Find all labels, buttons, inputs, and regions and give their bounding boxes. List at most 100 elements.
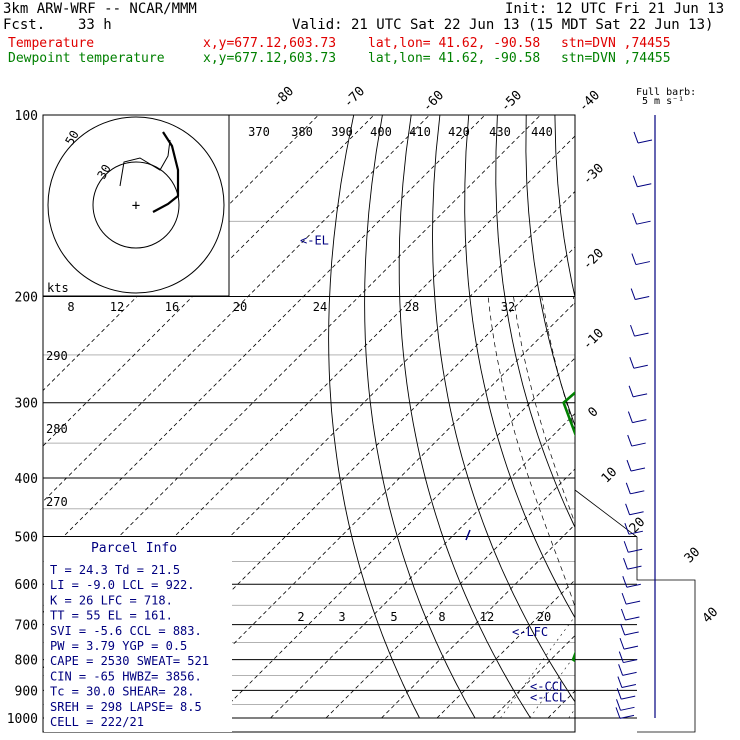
isotherm-label: -80 <box>270 84 297 111</box>
hodograph-speed-tick: 32 <box>501 300 515 314</box>
hodograph-speed-label: kts <box>47 281 69 295</box>
parcel-row: T = 24.3 Td = 21.5 <box>50 563 180 577</box>
hodograph-ring-label: 30 <box>94 162 113 182</box>
pressure-label-1000: 1000 <box>7 712 38 727</box>
wind-barb-flag <box>633 131 639 144</box>
hodograph-trace-light <box>119 139 171 187</box>
wind-barb-flag <box>625 503 631 515</box>
wind-barb <box>635 296 650 301</box>
dry-adiabat <box>641 115 740 718</box>
temperature-latlon: lat,lon= 41.62, -90.58 <box>368 36 541 51</box>
hodograph-ring-1 <box>47 116 225 294</box>
isotherm-label: 40 <box>700 605 722 627</box>
hodograph-trace <box>152 131 180 213</box>
parcel-marker: <-EL <box>300 234 329 248</box>
dry-adiabat <box>727 115 740 718</box>
wind-barb-flag <box>625 482 631 494</box>
wind-barb <box>635 261 651 266</box>
parcel-panel-bg <box>44 537 232 732</box>
wind-barb <box>623 659 638 664</box>
wind-barb-flag <box>628 385 634 397</box>
isotherm-line <box>159 301 575 719</box>
isotherm-label: 10 <box>599 465 621 487</box>
wind-barb-flag <box>618 651 624 663</box>
pressure-label-500: 500 <box>15 530 38 545</box>
parcel-row: CELL = 222/21 <box>50 715 144 729</box>
isotherm-line <box>659 115 740 718</box>
mixing-ratio-label: 20 <box>537 610 551 624</box>
theta-label: 390 <box>331 125 353 139</box>
theta-label: 440 <box>531 125 553 139</box>
sounding-profiles <box>465 391 575 663</box>
wind-barb <box>636 220 651 225</box>
wind-barb-flag <box>623 557 628 570</box>
pressure-label-100: 100 <box>15 109 38 124</box>
wind-barb <box>619 714 635 719</box>
wind-barb <box>633 364 648 369</box>
theta-label: 430 <box>489 125 511 139</box>
theta-label: 380 <box>291 125 313 139</box>
isotherm-line <box>381 523 575 719</box>
wind-barb-flag <box>619 637 625 650</box>
mixing-ratio-label: 12 <box>480 610 494 624</box>
parcel-row: CAPE = 2530 SWEAT= 521 <box>50 654 209 668</box>
hodograph-speed-tick: 28 <box>405 300 419 314</box>
wind-barbs: Full barb:5 m s⁻¹ <box>615 87 696 719</box>
pressure-label-600: 600 <box>15 578 38 593</box>
hodograph-ring-label: 50 <box>62 128 81 148</box>
wind-barb-flag <box>630 288 636 300</box>
parcel-row: SVI = -5.6 CCL = 883. <box>50 624 202 638</box>
dry-adiabat <box>432 115 575 703</box>
wind-barb-flag <box>631 253 637 265</box>
dry-adiabat <box>612 115 740 718</box>
wind-barb-flag <box>617 676 623 688</box>
pressure-label-300: 300 <box>15 397 38 412</box>
moist-adiabat <box>648 297 718 719</box>
hodograph-speed-tick: 24 <box>313 300 327 314</box>
theta-label: 420 <box>448 125 470 139</box>
wind-barb <box>622 671 637 676</box>
isotherm-label: -40 <box>576 88 603 115</box>
hodograph-speed-tick: 16 <box>165 300 179 314</box>
wind-barb-flag <box>623 541 629 553</box>
moist-adiabat <box>513 296 575 525</box>
wind-barb <box>634 332 649 337</box>
isotherm-label: -10 <box>580 326 607 353</box>
wind-barb <box>626 583 641 588</box>
wind-barb-flag <box>624 523 630 535</box>
wind-barb-flag <box>615 707 621 719</box>
moist-adiabat <box>541 296 575 432</box>
parcel-row: PW = 3.79 YGP = 0.5 <box>50 639 187 653</box>
dewpoint-legend: Dewpoint temperature <box>8 51 165 66</box>
wind-barb <box>625 616 640 621</box>
wind-barb <box>637 139 653 144</box>
isotherm-label: -50 <box>498 88 525 115</box>
dry-adiabat <box>328 115 420 719</box>
parcel-marker: <-LFC <box>512 625 548 639</box>
mixing-ratio-line <box>568 708 575 719</box>
isotherm-line <box>43 115 541 614</box>
theta-label: 400 <box>370 125 392 139</box>
wind-barb <box>630 467 646 472</box>
isotherm-line <box>604 115 740 718</box>
wind-barb <box>623 645 639 650</box>
wind-barb <box>621 684 637 689</box>
hodograph-frame <box>42 114 230 297</box>
parcel-row: CIN = -65 HWBZ= 3856. <box>50 669 202 683</box>
forecast-label: Fcst. <box>3 17 46 33</box>
mixing-ratio-line <box>685 584 740 718</box>
temperature-station: stn=DVN ,74455 <box>561 36 671 51</box>
mixing-ratio-line <box>606 584 699 718</box>
theta-label: 410 <box>409 125 431 139</box>
wind-barb <box>620 706 635 711</box>
valid-time: Valid: 21 UTC Sat 22 Jun 13 (15 MDT Sat … <box>292 17 714 33</box>
wind-barb-flag <box>632 213 638 225</box>
mixing-ratio-label: 8 <box>438 610 445 624</box>
barb-legend-value: 5 m s⁻¹ <box>642 96 684 107</box>
isotherm-line <box>270 412 575 719</box>
moist-adiabat <box>692 297 740 719</box>
dewpoint-latlon: lat,lon= 41.62, -90.58 <box>368 51 541 66</box>
isotherm-label: 20 <box>627 515 649 537</box>
wind-barb <box>632 419 647 424</box>
pressure-label-700: 700 <box>15 619 38 634</box>
